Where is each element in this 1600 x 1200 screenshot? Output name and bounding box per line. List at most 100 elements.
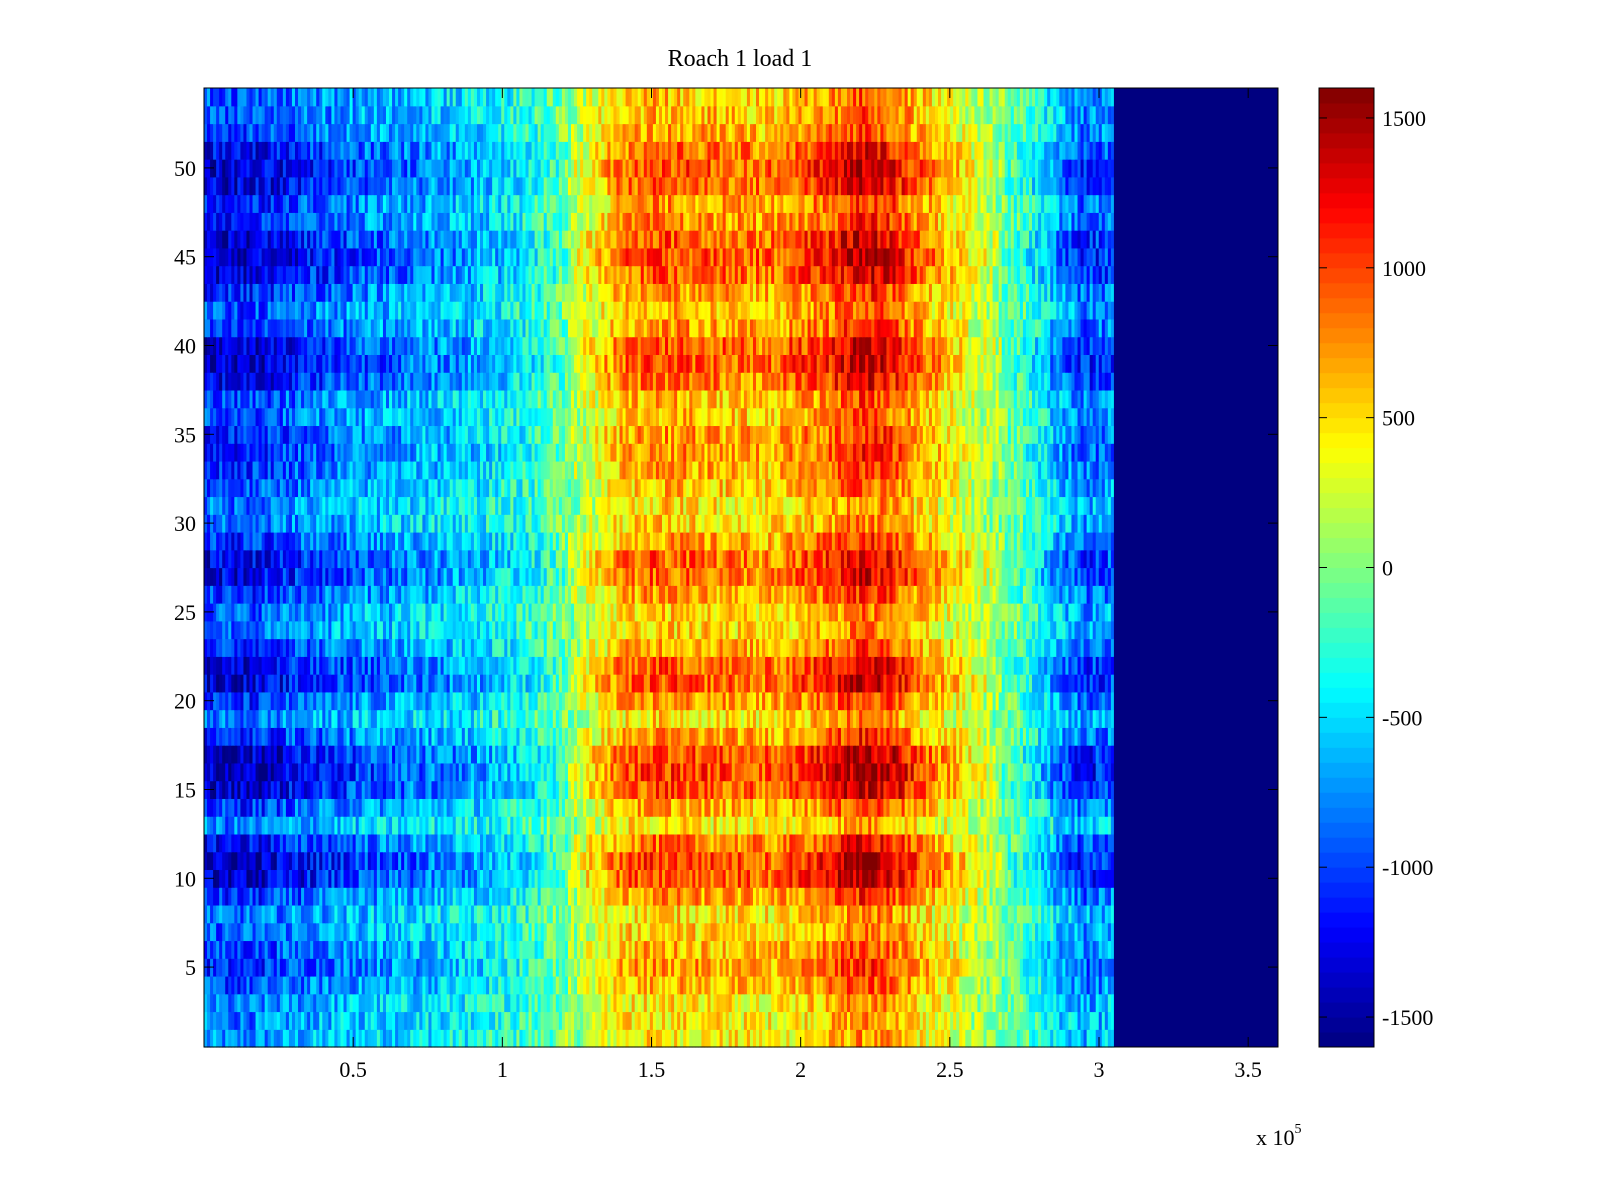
heatmap-cell xyxy=(319,958,323,977)
heatmap-cell xyxy=(868,940,872,959)
heatmap-cell xyxy=(489,922,493,942)
heatmap-cell xyxy=(707,958,712,977)
heatmap-cell xyxy=(255,1029,260,1048)
heatmap-cell xyxy=(267,975,272,995)
heatmap-cell xyxy=(589,993,593,1013)
heatmap-cell xyxy=(555,958,560,977)
heatmap-cell xyxy=(689,1011,693,1030)
heatmap-cell xyxy=(543,1011,548,1030)
heatmap-cell xyxy=(1071,1029,1076,1048)
heatmap-cell xyxy=(458,940,463,959)
heatmap-cell xyxy=(331,1029,336,1048)
heatmap-cell xyxy=(249,940,254,959)
heatmap-cell xyxy=(1077,1029,1082,1048)
heatmap-cell xyxy=(713,940,718,959)
heatmap-cell xyxy=(695,993,699,1013)
heatmap-cell xyxy=(1010,1011,1015,1030)
heatmap-cell xyxy=(234,1029,238,1048)
heatmap-cell xyxy=(352,1029,357,1048)
heatmap-cell xyxy=(762,940,766,959)
heatmap-cell xyxy=(467,940,472,959)
heatmap-cell xyxy=(534,993,539,1013)
heatmap-cell xyxy=(291,975,296,995)
heatmap-cell xyxy=(392,958,396,977)
heatmap-cell xyxy=(282,1029,287,1048)
heatmap-cell xyxy=(1044,940,1048,959)
heatmap-cell xyxy=(938,1029,942,1048)
heatmap-cell xyxy=(1083,1011,1088,1030)
heatmap-cell xyxy=(1089,958,1094,977)
heatmap-cell xyxy=(698,975,703,995)
heatmap-cell xyxy=(540,922,545,942)
heatmap-cell xyxy=(276,975,281,995)
heatmap-cell xyxy=(243,975,248,995)
heatmap-cell xyxy=(549,993,554,1013)
heatmap-cell xyxy=(455,1029,460,1048)
heatmap-cell xyxy=(571,993,575,1013)
heatmap-cell xyxy=(652,922,657,942)
heatmap-cell xyxy=(686,1011,690,1030)
heatmap-cell xyxy=(428,993,433,1013)
heatmap-cell xyxy=(771,940,775,959)
heatmap-cell xyxy=(425,940,430,959)
heatmap-cell xyxy=(853,993,857,1013)
heatmap-cell xyxy=(507,1029,511,1048)
heatmap-cell xyxy=(883,940,888,959)
heatmap-cell xyxy=(595,940,599,959)
heatmap-cell xyxy=(595,1011,599,1030)
heatmap-cell xyxy=(267,993,272,1013)
heatmap-cell xyxy=(583,958,587,977)
heatmap-cell xyxy=(880,958,884,977)
heatmap-cell xyxy=(665,975,669,995)
heatmap-cell xyxy=(373,958,378,977)
heatmap-cell xyxy=(825,1029,830,1048)
heatmap-cell xyxy=(489,1029,493,1048)
heatmap-cell xyxy=(931,1029,936,1048)
heatmap-cell xyxy=(743,975,748,995)
heatmap-cell xyxy=(376,922,381,942)
heatmap-cell xyxy=(847,958,851,977)
heatmap-cell xyxy=(1059,993,1063,1013)
heatmap-cell xyxy=(722,993,727,1013)
heatmap-cell xyxy=(564,958,569,977)
heatmap-cell xyxy=(516,922,521,942)
heatmap-cell xyxy=(934,993,939,1013)
heatmap-cell xyxy=(492,1011,496,1030)
heatmap-cell xyxy=(337,1029,342,1048)
heatmap-cell xyxy=(971,922,975,942)
heatmap-cell xyxy=(1086,1029,1091,1048)
heatmap-cell xyxy=(922,940,927,959)
heatmap-cell xyxy=(301,1011,305,1030)
heatmap-cell xyxy=(1092,940,1097,959)
heatmap-cell xyxy=(395,1029,399,1048)
heatmap-cell xyxy=(407,993,411,1013)
heatmap-cell xyxy=(574,958,578,977)
heatmap-cell xyxy=(816,922,821,942)
heatmap-cell xyxy=(467,1029,472,1048)
heatmap-cell xyxy=(546,940,551,959)
heatmap-cell xyxy=(440,1029,445,1048)
heatmap-cell xyxy=(213,1011,217,1030)
heatmap-cell xyxy=(592,940,596,959)
heatmap-cell xyxy=(234,975,238,995)
heatmap-cell xyxy=(804,1011,809,1030)
heatmap-cell xyxy=(340,1011,345,1030)
heatmap-cell xyxy=(916,975,921,995)
heatmap-cell xyxy=(840,1029,845,1048)
heatmap-cell xyxy=(416,993,420,1013)
heatmap-cell xyxy=(307,1029,311,1048)
heatmap-cell xyxy=(853,1029,857,1048)
heatmap-cell xyxy=(1068,958,1073,977)
heatmap-cell xyxy=(919,922,924,942)
heatmap-cell xyxy=(640,1029,645,1048)
heatmap-cell xyxy=(1007,958,1012,977)
heatmap-cell xyxy=(959,1029,963,1048)
heatmap-cell xyxy=(710,1029,715,1048)
heatmap-cell xyxy=(843,922,848,942)
heatmap-cell xyxy=(416,1029,420,1048)
heatmap-cell xyxy=(571,958,575,977)
heatmap-cell xyxy=(237,1011,241,1030)
heatmap-cell xyxy=(762,958,766,977)
heatmap-cell xyxy=(825,958,830,977)
heatmap-cell xyxy=(389,940,393,959)
